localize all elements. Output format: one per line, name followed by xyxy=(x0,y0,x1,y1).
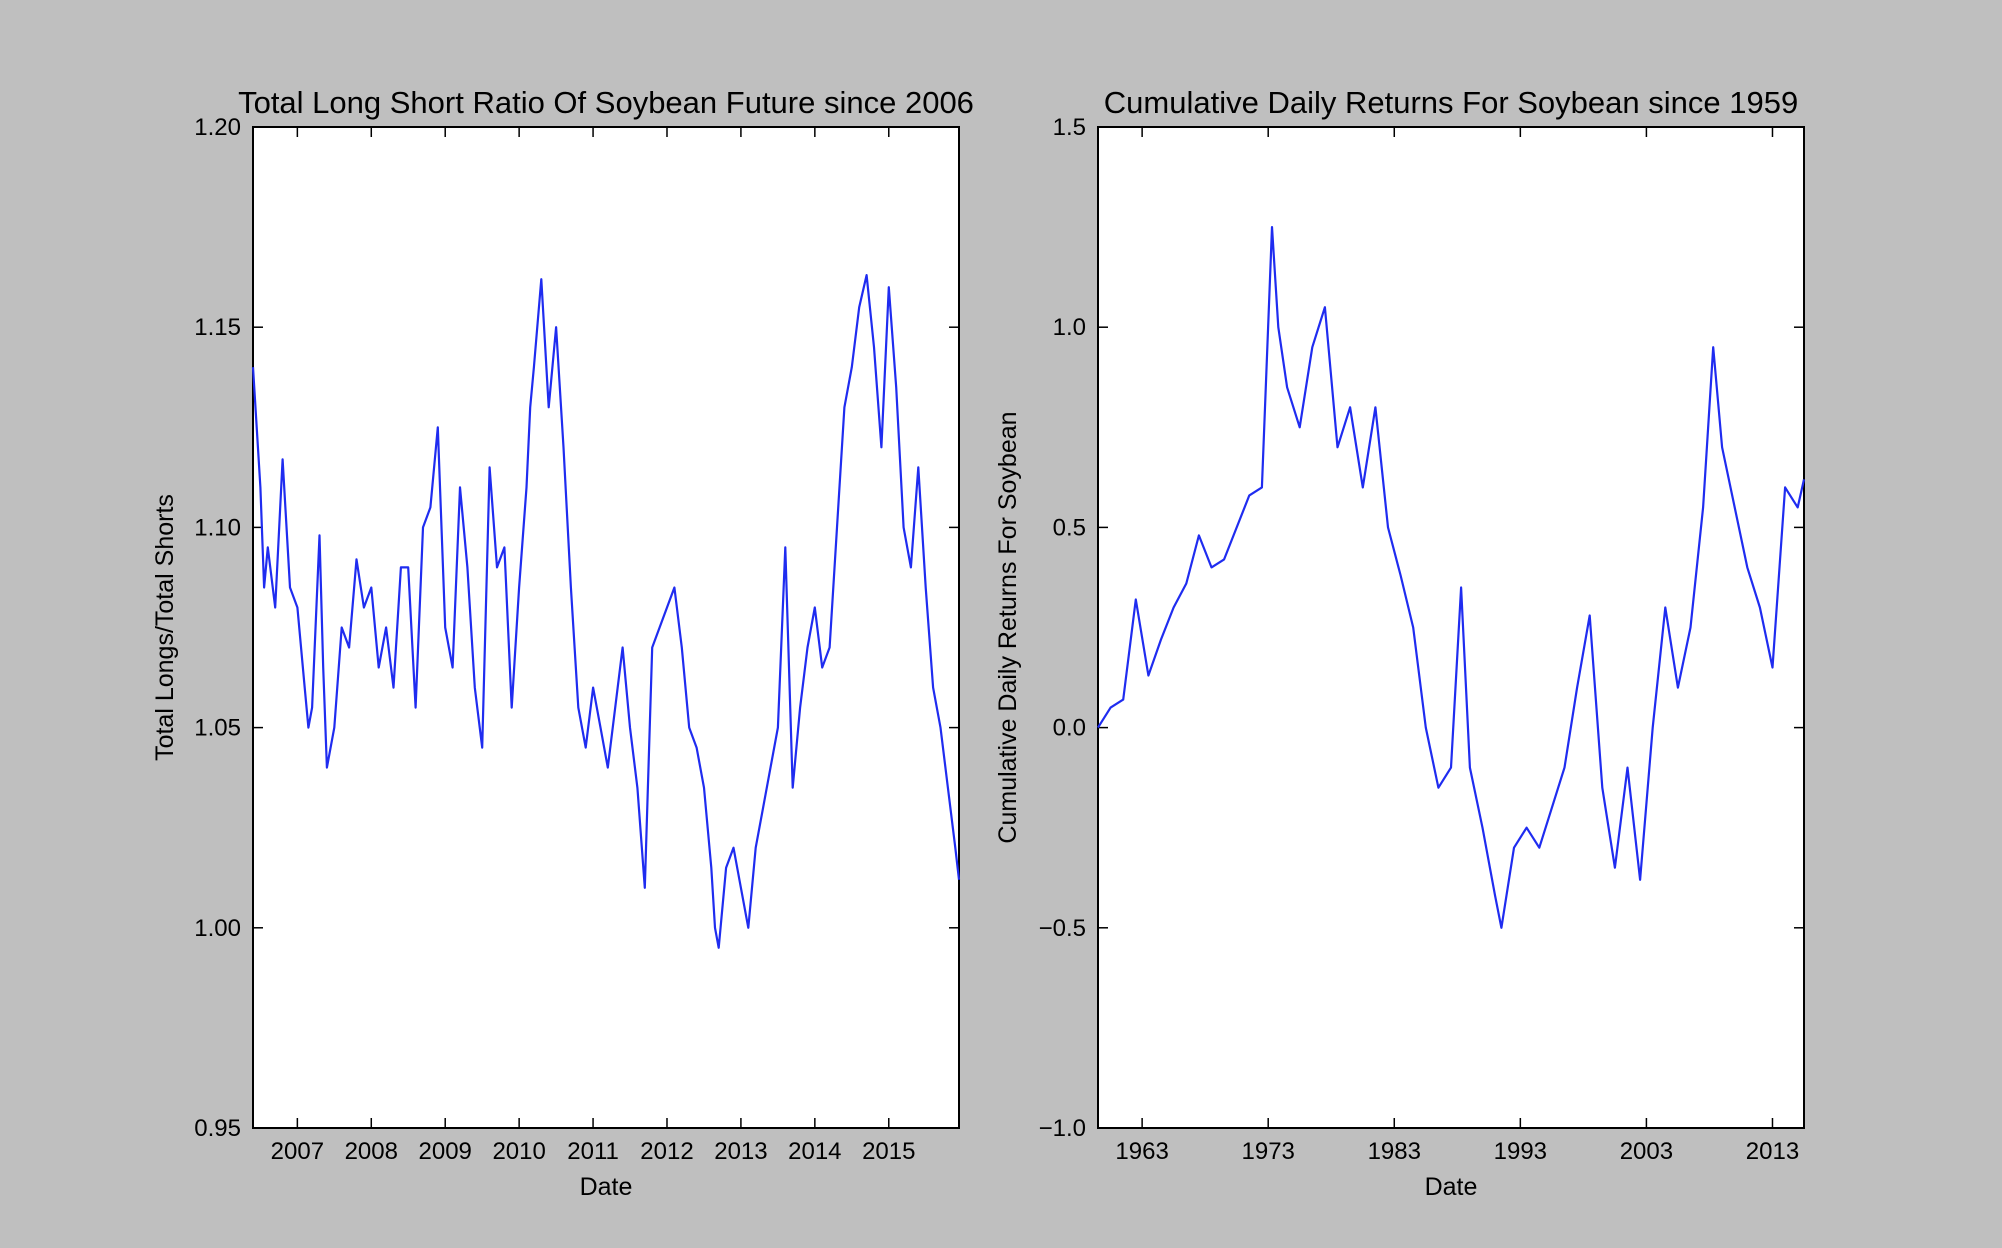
x-tick-label: 1973 xyxy=(1242,1138,1295,1165)
x-tick: 2009 xyxy=(419,127,472,1165)
plot-area xyxy=(1097,126,1805,1129)
x-tick-label: 2014 xyxy=(788,1138,841,1165)
y-tick-label: 1.5 xyxy=(1053,114,1086,141)
x-tick: 2013 xyxy=(1746,127,1799,1165)
x-tick-label: 2013 xyxy=(714,1138,767,1165)
x-tick-label: 2008 xyxy=(345,1138,398,1165)
y-tick: 1.05 xyxy=(194,715,959,742)
left-chart: Total Long Short Ratio Of Soybean Future… xyxy=(151,85,974,1201)
plot-area xyxy=(252,126,960,1129)
y-tick: 1.0 xyxy=(1053,314,1804,341)
y-tick-label: −1.0 xyxy=(1039,1115,1086,1142)
y-tick: 1.10 xyxy=(194,514,959,541)
x-tick: 2010 xyxy=(492,127,546,1165)
y-tick: 1.5 xyxy=(1053,114,1804,141)
x-tick-label: 1983 xyxy=(1368,1138,1421,1165)
x-tick-label: 2012 xyxy=(640,1138,693,1165)
y-tick-label: 1.15 xyxy=(194,314,241,341)
x-tick-label: 1993 xyxy=(1494,1138,1547,1165)
x-tick: 2011 xyxy=(567,127,619,1165)
y-axis-ticks: 0.95 1.00 1.05 1.10 1.15 1.20 xyxy=(194,114,959,1142)
y-tick-label: 0.95 xyxy=(194,1115,241,1142)
x-tick: 2015 xyxy=(862,127,915,1165)
y-tick: 1.15 xyxy=(194,314,959,341)
x-tick-label: 2009 xyxy=(419,1138,472,1165)
y-axis-label: Cumulative Daily Returns For Soybean xyxy=(994,411,1022,843)
y-tick: 0.5 xyxy=(1053,514,1804,541)
y-tick: 1.20 xyxy=(194,114,959,141)
x-axis-label: Date xyxy=(1425,1173,1478,1201)
x-tick-label: 1963 xyxy=(1115,1138,1168,1165)
x-axis-ticks: 1963 1973 1983 1993 2003 2013 xyxy=(1115,127,1799,1165)
x-tick: 2014 xyxy=(788,127,842,1165)
x-tick-label: 2013 xyxy=(1746,1138,1799,1165)
y-tick: −0.5 xyxy=(1039,915,1804,942)
chart-title: Cumulative Daily Returns For Soybean sin… xyxy=(1104,85,1798,120)
y-axis-label: Total Longs/Total Shorts xyxy=(151,494,179,761)
x-tick: 1993 xyxy=(1494,127,1547,1165)
chart-title: Total Long Short Ratio Of Soybean Future… xyxy=(238,85,974,120)
y-tick-label: −0.5 xyxy=(1039,915,1086,942)
x-tick: 2007 xyxy=(271,127,324,1165)
x-tick: 2008 xyxy=(345,127,398,1165)
x-tick: 1973 xyxy=(1242,127,1295,1165)
x-axis-ticks: 2007 2008 2009 2010 2011 2012 2013 2014 2015 xyxy=(271,127,915,1165)
long-short-ratio-line xyxy=(251,274,961,949)
y-tick-label: 1.05 xyxy=(194,715,241,742)
right-chart: Cumulative Daily Returns For Soybean sin… xyxy=(994,85,1806,1201)
x-tick: 2012 xyxy=(640,127,694,1165)
x-tick-label: 2003 xyxy=(1620,1138,1673,1165)
y-tick-label: 1.00 xyxy=(194,915,241,942)
y-tick-label: 1.0 xyxy=(1053,314,1086,341)
x-tick: 2003 xyxy=(1620,127,1673,1165)
x-tick-label: 2011 xyxy=(567,1138,619,1165)
x-tick-label: 2010 xyxy=(492,1138,545,1165)
y-tick-label: 0.0 xyxy=(1053,715,1086,742)
x-tick: 2013 xyxy=(714,127,768,1165)
x-axis-label: Date xyxy=(580,1173,633,1201)
y-tick-label: 1.20 xyxy=(194,114,241,141)
y-tick: 0.95 xyxy=(194,1115,959,1142)
x-tick: 1963 xyxy=(1115,127,1169,1165)
y-tick: −1.0 xyxy=(1039,1115,1804,1142)
y-tick: 1.00 xyxy=(194,915,959,942)
y-tick-label: 1.10 xyxy=(194,514,241,541)
y-axis-ticks: −1.0 −0.5 0.0 0.5 1.0 1.5 xyxy=(1039,114,1804,1142)
y-tick-label: 0.5 xyxy=(1053,514,1086,541)
x-tick-label: 2007 xyxy=(271,1138,324,1165)
x-tick-label: 2015 xyxy=(862,1138,915,1165)
y-tick: 0.0 xyxy=(1053,715,1804,742)
x-tick: 1983 xyxy=(1368,127,1421,1165)
cumulative-returns-line xyxy=(1097,226,1806,929)
